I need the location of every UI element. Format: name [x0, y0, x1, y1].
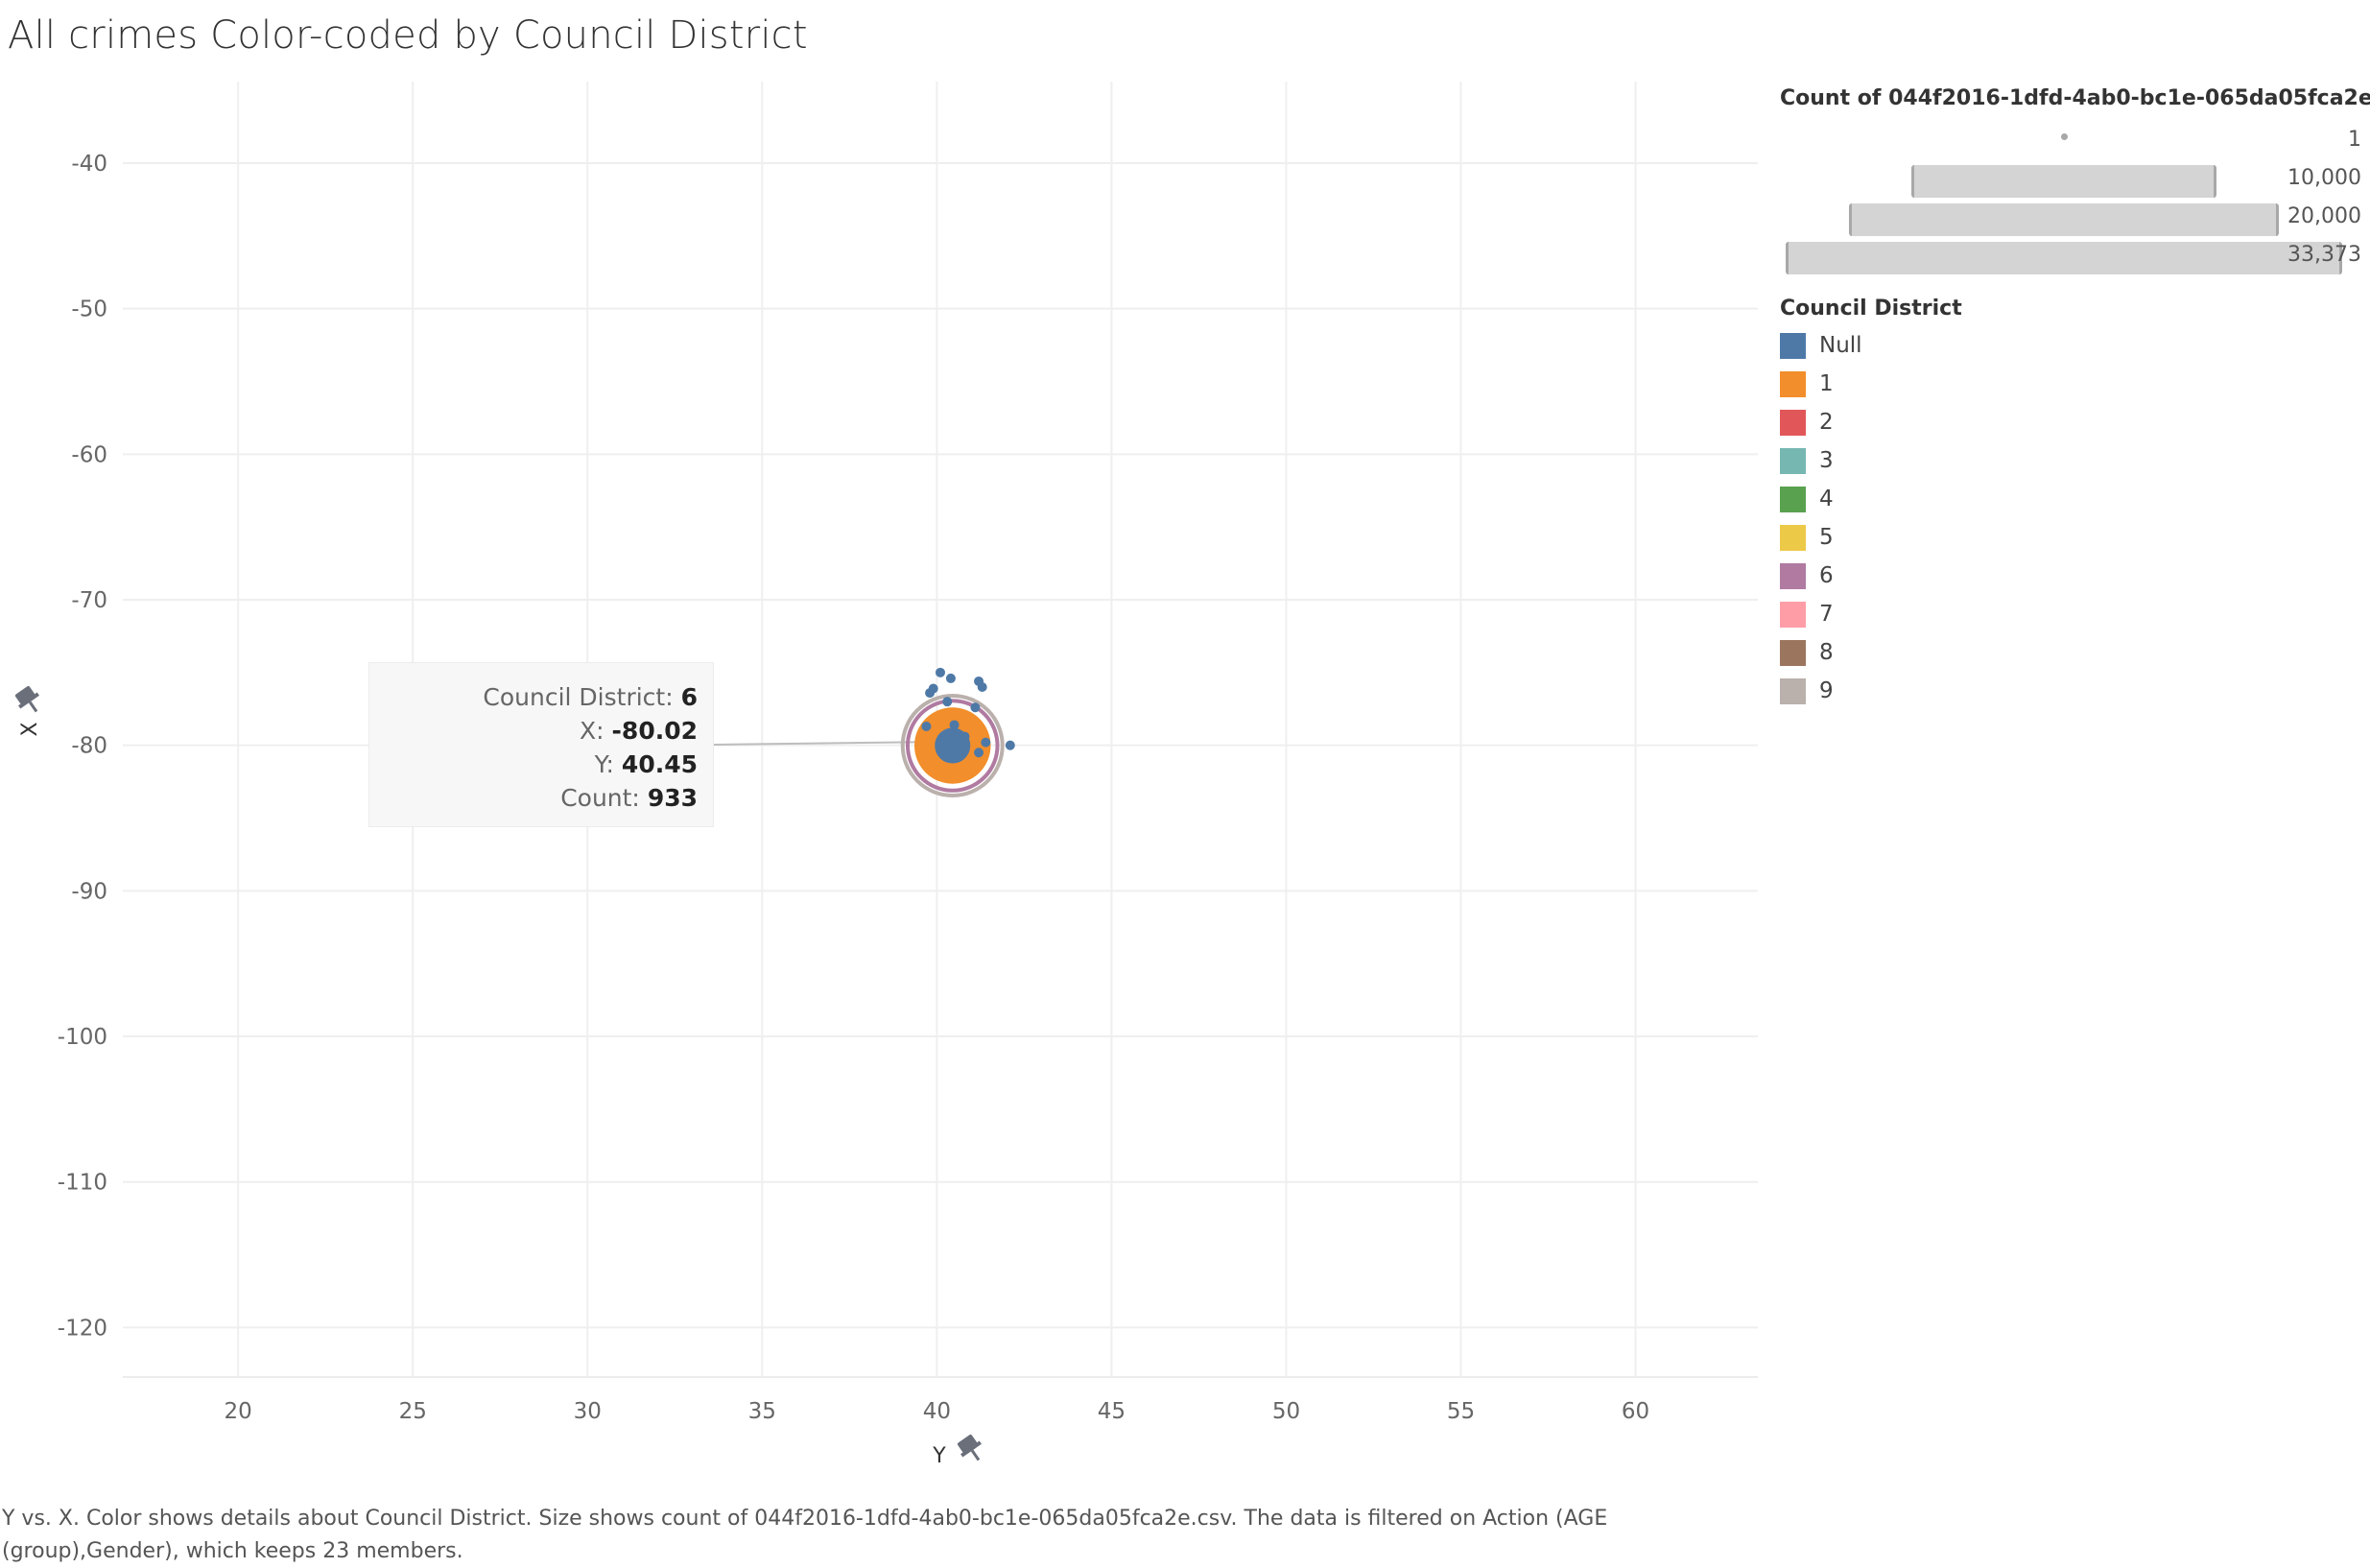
size-legend-label: 33,373 [2287, 243, 2361, 267]
x-tick-label: 50 [1272, 1399, 1300, 1424]
color-legend-label: 7 [1819, 602, 1834, 627]
size-legend-bar [1911, 165, 2216, 198]
color-swatch [1780, 370, 1806, 397]
chart-caption: Y vs. X. Color shows details about Counc… [2, 1507, 1608, 1563]
scatter-point-district-null[interactable] [960, 731, 970, 742]
size-legend-entry[interactable]: 20,000 [1780, 201, 2367, 237]
x-tick-label: 25 [399, 1399, 427, 1424]
axis-ticks: 20 25 30 35 40 45 50 55 60 -40 -50 -60 -70 -80 -90 -100… [58, 152, 1649, 1424]
color-legend-label: 2 [1819, 410, 1834, 435]
color-legend-item-4[interactable]: 4 [1780, 480, 2367, 518]
x-tick-label: 55 [1447, 1399, 1475, 1424]
color-legend-label: Null [1819, 333, 1862, 358]
scatter-point-district-6[interactable] [905, 699, 1000, 793]
color-legend[interactable]: Null 1 2 3 4 5 6 7 8 9 [1780, 326, 2367, 710]
color-swatch [1780, 524, 1806, 551]
color-legend-item-6[interactable]: 6 [1780, 557, 2367, 595]
color-legend-label: 9 [1819, 678, 1834, 703]
size-legend-title: Count of 044f2016-1dfd-4ab0-bc1e-065da05… [1780, 86, 2370, 110]
size-legend-label: 10,000 [2287, 166, 2361, 190]
scatter-point-district-null[interactable] [981, 737, 991, 748]
tooltip: Council District: 6 X: -80.02 Y: 40.45 C… [368, 662, 714, 827]
size-legend-entry[interactable]: 33,373 [1780, 239, 2367, 275]
color-swatch [1780, 677, 1806, 704]
size-legend-entry[interactable]: 1 [1780, 124, 2367, 160]
x-tick-label: 45 [1098, 1399, 1126, 1424]
color-swatch [1780, 601, 1806, 628]
color-legend-label: 8 [1819, 640, 1834, 665]
color-legend-label: 6 [1819, 563, 1834, 588]
x-tick-label: 60 [1622, 1399, 1649, 1424]
scatter-point-district-null[interactable] [970, 702, 981, 713]
scatter-point-district-null[interactable] [925, 688, 936, 699]
x-tick-label: 35 [748, 1399, 776, 1424]
color-legend-item-2[interactable]: 2 [1780, 403, 2367, 441]
size-legend-entry[interactable]: 10,000 [1780, 162, 2367, 199]
x-axis-label: Y [932, 1444, 946, 1468]
y-tick-label: -40 [71, 152, 107, 177]
color-swatch [1780, 486, 1806, 512]
size-legend-bar [1786, 242, 2342, 274]
color-legend-item-8[interactable]: 8 [1780, 633, 2367, 672]
tooltip-x: X: -80.02 [580, 717, 698, 745]
color-legend-label: 5 [1819, 525, 1834, 550]
color-legend-item-null[interactable]: Null [1780, 326, 2367, 365]
chart-title: All crimes Color-coded by Council Distri… [8, 13, 808, 58]
color-swatch [1780, 409, 1806, 436]
color-swatch [1780, 639, 1806, 666]
color-legend-title: Council District [1780, 297, 1962, 321]
color-legend-item-9[interactable]: 9 [1780, 672, 2367, 710]
y-tick-label: -60 [71, 442, 107, 467]
scatter-point-district-null[interactable] [945, 673, 956, 683]
y-tick-label: -100 [58, 1025, 107, 1050]
scatter-point-district-9[interactable] [900, 693, 1005, 797]
scatter-point-district-null[interactable] [974, 748, 984, 758]
y-tick-label: -110 [58, 1171, 107, 1196]
y-tick-label: -80 [71, 734, 107, 759]
scatter-plot[interactable]: 20 25 30 35 40 45 50 55 60 -40 -50 -60 -70 -80 -90 -100… [0, 0, 1775, 1497]
color-legend-label: 1 [1819, 371, 1834, 396]
x-tick-label: 30 [574, 1399, 602, 1424]
size-legend-bar [1848, 203, 2280, 236]
y-axis-label: X [18, 722, 42, 736]
color-legend-item-1[interactable]: 1 [1780, 365, 2367, 403]
legend-panel: Count of 044f2016-1dfd-4ab0-bc1e-065da05… [1780, 86, 2370, 710]
x-tick-label: 20 [225, 1399, 252, 1424]
color-legend-item-3[interactable]: 3 [1780, 441, 2367, 480]
color-legend-item-5[interactable]: 5 [1780, 518, 2367, 557]
y-tick-label: -70 [71, 588, 107, 613]
color-swatch [1780, 447, 1806, 474]
size-legend[interactable]: 1 10,000 20,000 33,373 [1780, 114, 2367, 306]
x-axis-pin-icon[interactable] [955, 1432, 988, 1466]
y-axis-pin-icon[interactable] [12, 683, 46, 718]
size-legend-dot [2061, 133, 2068, 140]
data-marks [900, 667, 1015, 797]
scatter-point-district-null[interactable] [921, 721, 932, 731]
y-tick-label: -90 [71, 879, 107, 904]
color-legend-label: 3 [1819, 448, 1834, 473]
scatter-point-district-null[interactable] [977, 682, 987, 693]
size-legend-label: 1 [2348, 128, 2361, 152]
scatter-point-district-null[interactable] [942, 697, 953, 707]
color-legend-item-7[interactable]: 7 [1780, 595, 2367, 633]
scatter-point-district-null[interactable] [949, 720, 960, 730]
size-legend-label: 20,000 [2287, 204, 2361, 228]
color-legend-label: 4 [1819, 487, 1834, 511]
tooltip-y: Y: 40.45 [594, 750, 698, 778]
tooltip-leader-line [713, 740, 943, 746]
y-tick-label: -120 [58, 1316, 107, 1341]
tooltip-count: Count: 933 [560, 784, 698, 812]
scatter-point-district-null[interactable] [1005, 740, 1015, 750]
scatter-point-district-null[interactable] [936, 667, 945, 677]
x-tick-label: 40 [923, 1399, 951, 1424]
y-tick-label: -50 [71, 297, 107, 322]
color-swatch [1780, 332, 1806, 359]
color-swatch [1780, 562, 1806, 589]
tooltip-district: Council District: 6 [483, 683, 698, 711]
